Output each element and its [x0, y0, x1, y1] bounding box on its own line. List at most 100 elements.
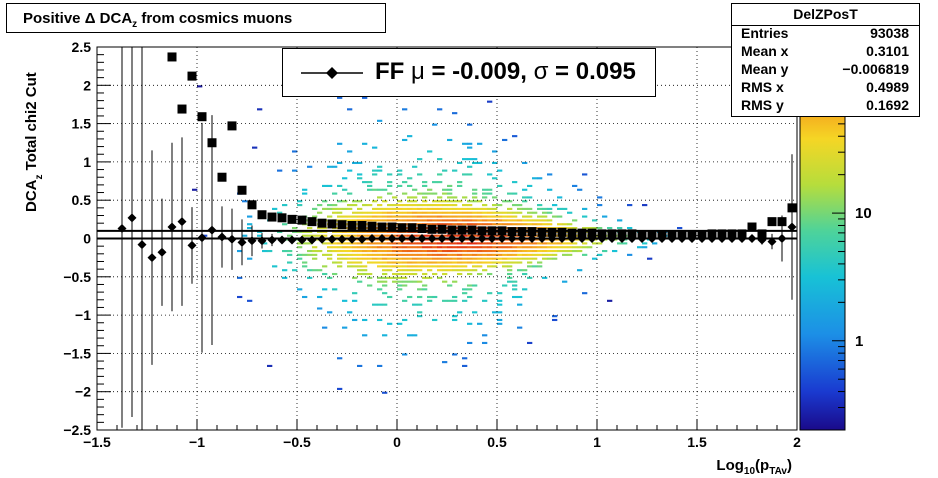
- heatmap-cell: [447, 253, 453, 256]
- heatmap-cell: [462, 246, 468, 249]
- heatmap-cell: [542, 211, 548, 214]
- heatmap-cell: [357, 242, 363, 245]
- heatmap-cell: [397, 207, 403, 210]
- heatmap-cell: [407, 196, 413, 199]
- heatmap-cell: [452, 269, 458, 272]
- heatmap-cell: [537, 204, 543, 207]
- square-point: [267, 212, 277, 222]
- heatmap-cell: [422, 242, 428, 245]
- heatmap-cell: [447, 219, 453, 222]
- heatmap-cell: [422, 204, 428, 207]
- diamond-point: [467, 234, 477, 243]
- heatmap-cell: [612, 249, 618, 253]
- heatmap-cell: [422, 265, 428, 268]
- heatmap-cell: [392, 196, 398, 199]
- heatmap-cell: [417, 158, 423, 161]
- heatmap-cell: [447, 246, 453, 249]
- heatmap-cell: [367, 184, 373, 187]
- heatmap-cell: [432, 204, 438, 207]
- heatmap-cell: [337, 234, 343, 237]
- heatmap-cell: [352, 204, 358, 207]
- chart-title: Positive Δ DCAz from cosmics muons: [23, 10, 293, 30]
- heatmap-cell: [422, 219, 428, 222]
- heatmap-cell: [522, 207, 528, 210]
- heatmap-cell: [357, 265, 363, 268]
- heatmap-cell: [402, 261, 408, 264]
- heatmap-cell: [442, 249, 448, 253]
- heatmap-cell: [352, 249, 358, 253]
- heatmap-cell: [422, 288, 428, 291]
- heatmap-cell: [337, 265, 343, 268]
- heatmap-cell: [397, 257, 403, 260]
- heatmap-cell: [477, 219, 483, 222]
- heatmap-cell: [447, 204, 453, 207]
- heatmap-cell: [382, 246, 388, 249]
- heatmap-cell: [352, 215, 358, 218]
- heatmap-cell: [392, 257, 398, 260]
- heatmap-cell: [537, 242, 543, 245]
- heatmap-cell: [547, 207, 553, 210]
- heatmap-cell: [412, 200, 418, 203]
- heatmap-cell: [452, 234, 458, 237]
- heatmap-cell: [507, 192, 513, 195]
- heatmap-cell: [437, 265, 443, 268]
- heatmap-cell: [527, 249, 533, 253]
- heatmap-cell: [402, 242, 408, 245]
- heatmap-cell: [352, 257, 358, 260]
- heatmap-cell: [427, 276, 433, 279]
- heatmap-cell: [377, 204, 383, 207]
- heatmap-cell: [422, 246, 428, 249]
- heatmap-cell: [597, 242, 603, 245]
- heatmap-cell: [417, 311, 423, 314]
- heatmap-cell: [507, 211, 513, 214]
- heatmap-cell: [507, 242, 513, 245]
- heatmap-cell: [542, 276, 548, 279]
- square-point: [697, 230, 707, 240]
- heatmap-cell: [507, 280, 513, 283]
- heatmap-cell: [437, 223, 443, 226]
- heatmap-cell: [497, 249, 503, 253]
- y-tick-label: 1.5: [72, 116, 92, 132]
- heatmap-cell: [322, 326, 328, 329]
- heatmap-cell: [542, 219, 548, 222]
- heatmap-cell: [282, 276, 288, 279]
- heatmap-cell: [507, 215, 513, 218]
- heatmap-cell: [372, 215, 378, 218]
- heatmap-cell: [452, 315, 458, 318]
- heatmap-cell: [417, 261, 423, 264]
- heatmap-cell: [487, 246, 493, 249]
- heatmap-cell: [517, 207, 523, 210]
- heatmap-cell: [337, 200, 343, 203]
- heatmap-cell: [367, 249, 373, 253]
- heatmap-cell: [477, 242, 483, 245]
- y-tick-label: 0.5: [72, 192, 92, 208]
- heatmap-cell: [347, 207, 353, 210]
- heatmap-cell: [342, 215, 348, 218]
- heatmap-cell: [367, 188, 373, 191]
- square-point: [447, 225, 457, 235]
- heatmap-cell: [417, 315, 423, 318]
- x-tick-label: −0.5: [283, 434, 311, 450]
- heatmap-cell: [387, 204, 393, 207]
- heatmap-cell: [452, 246, 458, 249]
- heatmap-cell: [387, 253, 393, 256]
- square-point: [207, 138, 217, 148]
- heatmap-cell: [582, 207, 588, 210]
- heatmap-cell: [487, 272, 493, 276]
- heatmap-cell: [332, 165, 338, 168]
- heatmap-cell: [387, 269, 393, 272]
- heatmap-cell: [567, 211, 573, 214]
- heatmap-cell: [302, 188, 308, 191]
- heatmap-cell: [387, 249, 393, 253]
- heatmap-cell: [242, 234, 248, 237]
- heatmap-cell: [302, 234, 308, 237]
- heatmap-cell: [527, 265, 533, 268]
- heatmap-cell: [262, 242, 268, 245]
- heatmap-cell: [497, 311, 503, 314]
- heatmap-cell: [412, 303, 418, 306]
- heatmap-cell: [332, 246, 338, 249]
- heatmap-cell: [507, 272, 513, 276]
- heatmap-cell: [342, 177, 348, 180]
- heatmap-cell: [462, 257, 468, 260]
- heatmap-cell: [467, 207, 473, 210]
